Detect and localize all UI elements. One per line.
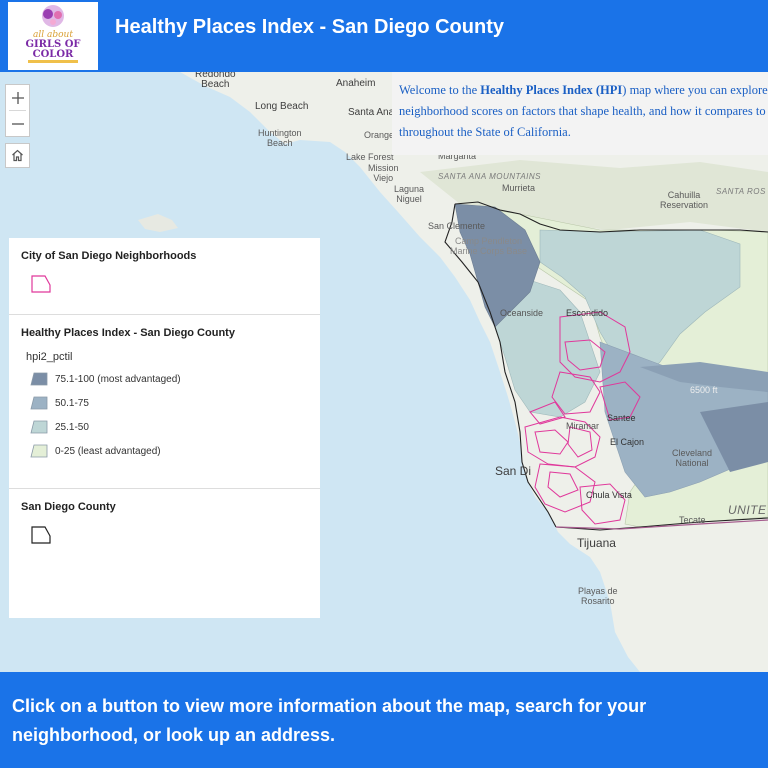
legend-field-name: hpi2_pctil	[26, 351, 73, 363]
county-50-75-b	[640, 362, 768, 392]
map-label-tecate: Tecate	[679, 515, 706, 525]
map-label-cleveland-national-forest: Cleveland National	[672, 448, 713, 468]
map-label-santa-ros: SANTA ROS	[716, 187, 766, 196]
page-title: Healthy Places Index - San Diego County	[115, 16, 504, 38]
map-label-camp-pendleton: Camp Pendleton Marine Corps Base	[450, 236, 528, 256]
map-view[interactable]: Redondo Beach Anaheim Long Beach Santa A…	[0, 72, 768, 672]
legend-title-county: San Diego County	[21, 501, 116, 513]
map-label-chula-vista: Chula Vista	[586, 490, 632, 500]
us-mexico-border	[555, 519, 768, 530]
zoom-in-button[interactable]	[6, 85, 29, 110]
legend-class-row: 25.1-50	[21, 415, 308, 439]
welcome-line-1: Welcome to the Healthy Places Index (HPI…	[399, 83, 768, 97]
zoom-divider	[9, 110, 26, 111]
girls-of-color-logo[interactable]: all about GIRLS OF COLOR	[8, 2, 98, 70]
map-label-huntington-beach: Huntington Beach	[258, 128, 302, 148]
home-icon	[12, 149, 23, 162]
map-label-mission-viejo: Mission Viejo	[368, 163, 399, 183]
home-button[interactable]	[5, 143, 30, 168]
welcome-line-2: neighborhood scores on factors that shap…	[399, 104, 766, 118]
county-25-50	[539, 229, 741, 383]
county-outline-icon	[31, 526, 51, 544]
map-label-santa-ana: Santa Ana	[348, 107, 395, 118]
legend-section-hpi: Healthy Places Index - San Diego County …	[9, 315, 320, 489]
legend-section-neighborhoods: City of San Diego Neighborhoods	[9, 238, 320, 315]
neighborhood-outline-icon	[31, 275, 51, 293]
footer-instructions: Click on a button to view more informati…	[12, 696, 647, 745]
hpi-link[interactable]: Healthy Places Index (HPI	[480, 83, 623, 97]
map-label-long-beach: Long Beach	[255, 101, 309, 112]
legend-class-row: 75.1-100 (most advantaged)	[21, 367, 308, 391]
legend-section-county: San Diego County	[9, 489, 320, 618]
county-75-100-b	[700, 402, 768, 472]
logo-graphic	[28, 5, 78, 63]
map-label-miramar: Miramar	[566, 421, 599, 431]
catalina-island	[138, 214, 178, 232]
minus-icon	[11, 122, 24, 125]
legend-title-neighborhoods: City of San Diego Neighborhoods	[21, 250, 197, 262]
app-header: all about GIRLS OF COLOR Healthy Places …	[0, 0, 768, 72]
map-label-cahuilla-reservation: Cahuilla Reservation	[660, 190, 709, 210]
map-label-el-cajon: El Cajon	[610, 437, 645, 447]
map-label-playas-de-rosarito: Playas de Rosarito	[578, 586, 618, 606]
legend-title-hpi: Healthy Places Index - San Diego County	[21, 327, 235, 339]
map-legend: City of San Diego Neighborhoods Healthy …	[9, 238, 320, 618]
logo-text: all about GIRLS OF COLOR	[25, 30, 81, 60]
map-label-margarita: Margarita	[438, 151, 477, 161]
legend-class-row: 0-25 (least advantaged)	[21, 439, 308, 463]
map-label-escondido: Escondido	[566, 308, 609, 318]
map-label-santa-ana-mountains: SANTA ANA MOUNTAINS	[438, 172, 541, 181]
zoom-controls	[5, 84, 30, 137]
legend-swatch	[30, 444, 48, 458]
welcome-line-3: throughout the State of California.	[399, 125, 571, 139]
map-label-santee: Santee	[607, 413, 636, 423]
map-label-elevation: 6500 ft	[690, 385, 718, 395]
zoom-out-button[interactable]	[6, 111, 29, 136]
legend-class-row: 50.1-75	[21, 391, 308, 415]
map-label-orange: Orange	[364, 130, 395, 140]
legend-swatch	[30, 372, 48, 386]
legend-swatch	[30, 420, 48, 434]
county-75-100	[454, 203, 541, 328]
basemap	[138, 72, 768, 672]
map-label-anaheim: Anaheim	[336, 78, 376, 89]
map-label-san-clemente: San Clemente	[428, 221, 486, 231]
welcome-panel: Welcome to the Healthy Places Index (HPI…	[392, 72, 768, 155]
plus-icon	[11, 91, 24, 104]
san-diego-neighborhoods	[524, 311, 641, 525]
map-label-redondo-beach: Redondo Beach	[195, 72, 236, 90]
map-label-san-diego: San Di	[495, 464, 532, 478]
map-label-united-states: UNITE	[728, 503, 767, 517]
map-label-murrieta: Murrieta	[502, 183, 536, 193]
map-label-tijuana: Tijuana	[577, 536, 616, 550]
legend-swatch	[30, 396, 48, 410]
footer-banner: Click on a button to view more informati…	[0, 672, 768, 768]
map-label-oceanside: Oceanside	[500, 308, 544, 318]
county-outline	[444, 201, 768, 531]
map-label-lake-forest: Lake Forest	[346, 152, 394, 162]
map-label-laguna-niguel: Laguna Niguel	[394, 184, 425, 204]
